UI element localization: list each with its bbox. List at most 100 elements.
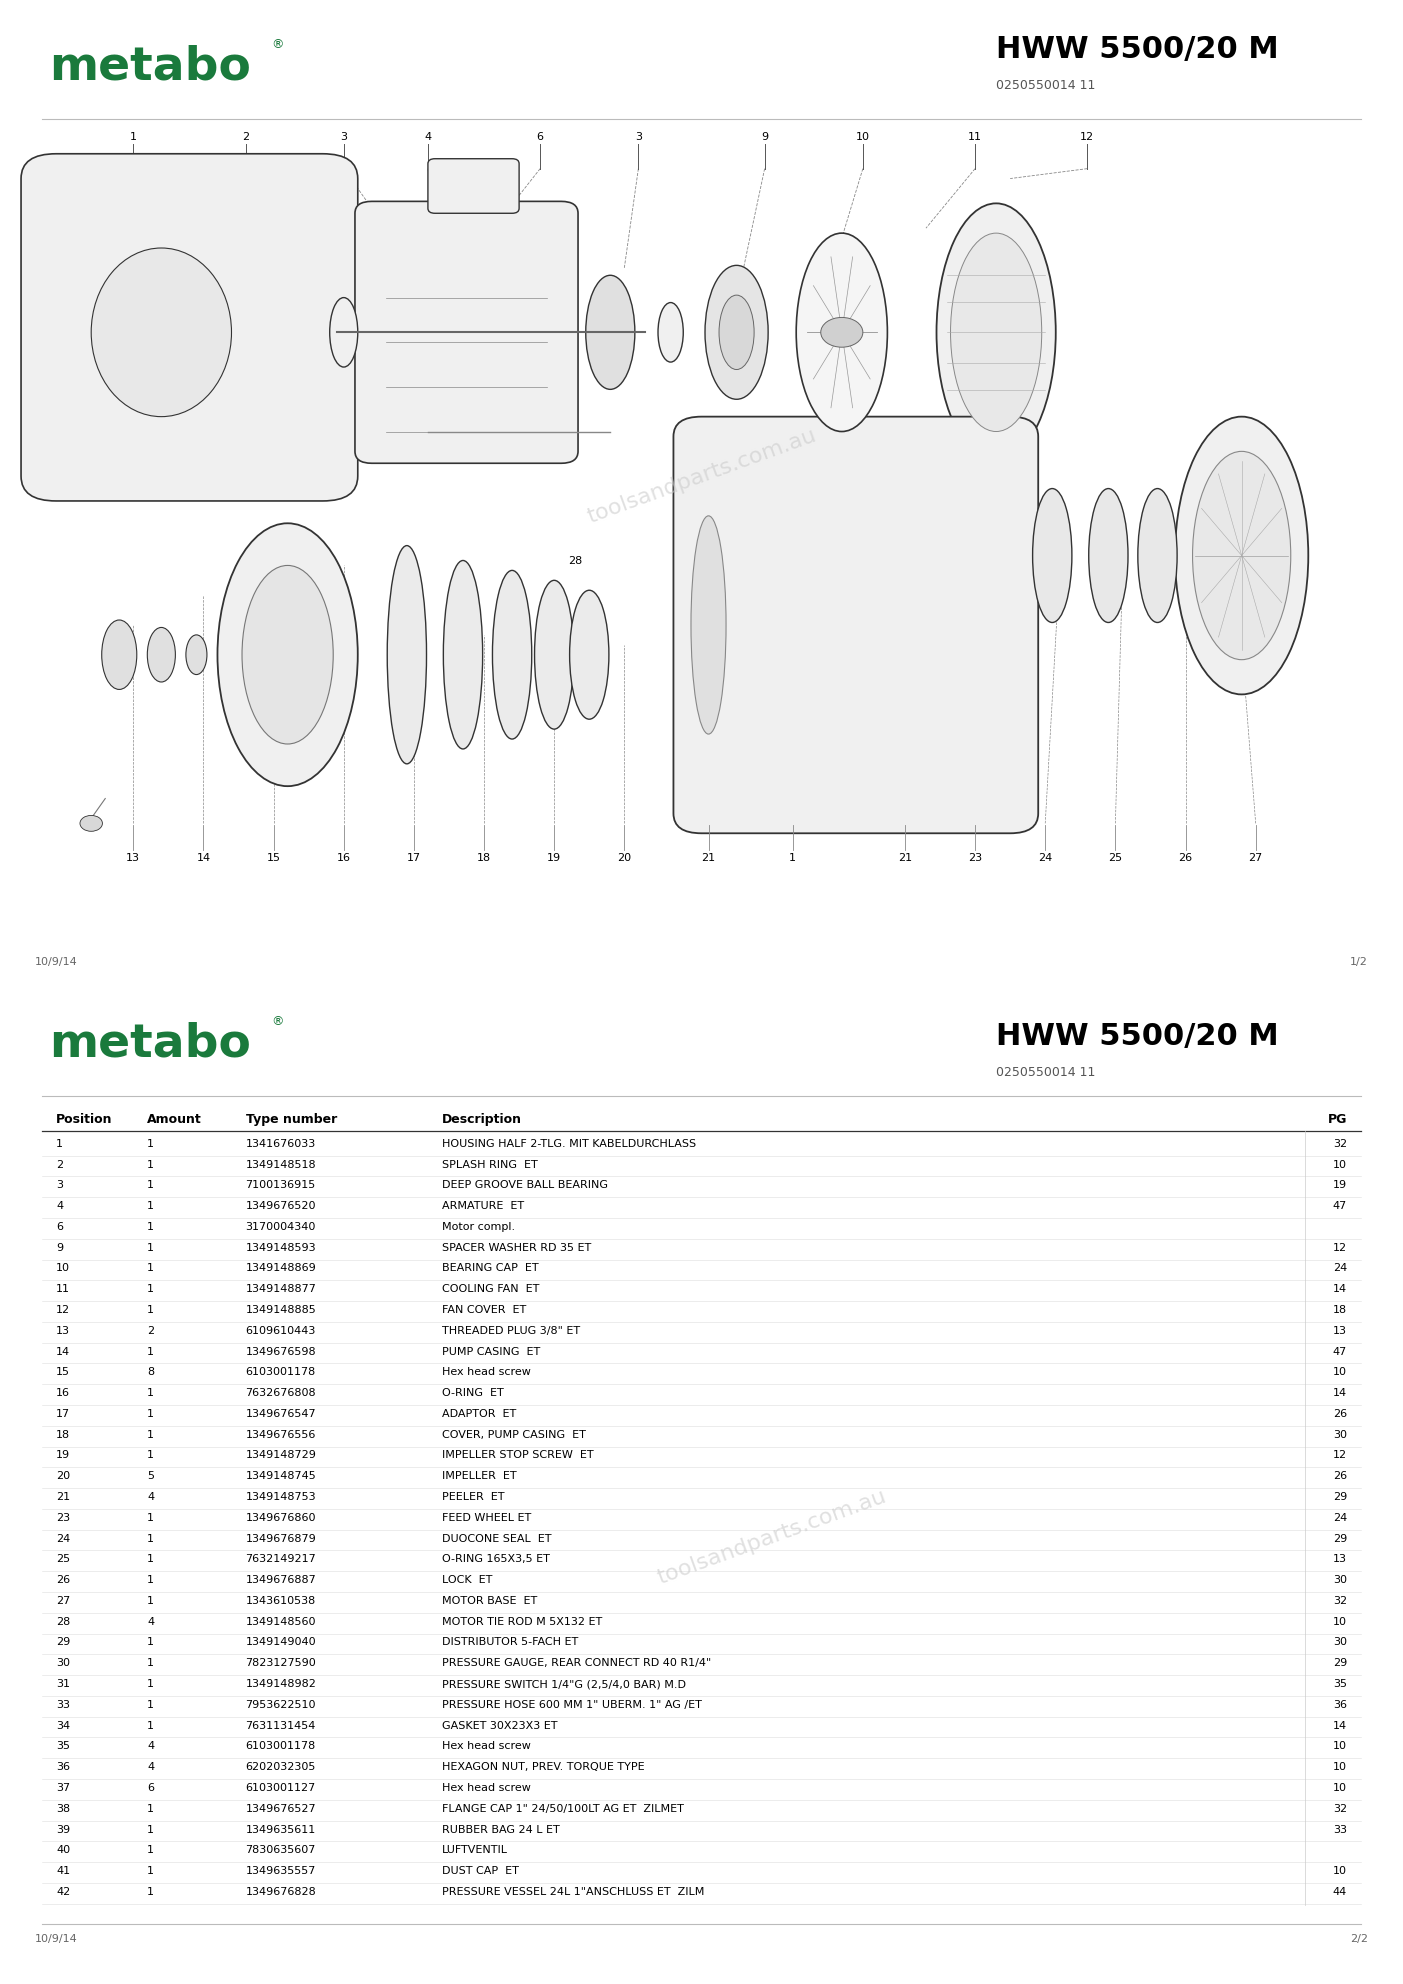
Text: 24: 24 xyxy=(1333,1264,1347,1274)
Text: O-RING  ET: O-RING ET xyxy=(442,1389,504,1399)
Text: COVER, PUMP CASING  ET: COVER, PUMP CASING ET xyxy=(442,1430,586,1440)
Text: 1: 1 xyxy=(147,1159,154,1171)
Text: 1: 1 xyxy=(147,1867,154,1877)
Text: 10: 10 xyxy=(1333,1367,1347,1377)
Text: 12: 12 xyxy=(1080,131,1094,143)
Text: 2: 2 xyxy=(241,131,250,143)
Text: 21: 21 xyxy=(702,853,716,863)
Text: 1: 1 xyxy=(147,1180,154,1190)
Text: 13: 13 xyxy=(56,1325,70,1335)
Text: 19: 19 xyxy=(547,853,561,863)
Text: 9: 9 xyxy=(56,1242,63,1252)
Text: 24: 24 xyxy=(1038,853,1052,863)
Text: 26: 26 xyxy=(1333,1409,1347,1419)
Text: 14: 14 xyxy=(196,853,210,863)
Text: 35: 35 xyxy=(1333,1678,1347,1688)
Ellipse shape xyxy=(535,579,574,730)
Text: 18: 18 xyxy=(477,853,491,863)
Text: DISTRIBUTOR 5-FACH ET: DISTRIBUTOR 5-FACH ET xyxy=(442,1637,578,1647)
Text: 17: 17 xyxy=(56,1409,70,1419)
Text: 3170004340: 3170004340 xyxy=(246,1222,316,1232)
Text: 17: 17 xyxy=(407,853,421,863)
Text: 1: 1 xyxy=(147,1409,154,1419)
Text: 1349148885: 1349148885 xyxy=(246,1305,316,1315)
Text: 1: 1 xyxy=(147,1430,154,1440)
Text: 19: 19 xyxy=(56,1450,70,1460)
Text: 1: 1 xyxy=(56,1139,63,1149)
Text: PRESSURE GAUGE, REAR CONNECT RD 40 R1/4": PRESSURE GAUGE, REAR CONNECT RD 40 R1/4" xyxy=(442,1659,711,1669)
Text: 1: 1 xyxy=(790,853,796,863)
Text: 7632676808: 7632676808 xyxy=(246,1389,316,1399)
Text: DEEP GROOVE BALL BEARING: DEEP GROOVE BALL BEARING xyxy=(442,1180,607,1190)
Text: 14: 14 xyxy=(1333,1720,1347,1730)
Text: 1341676033: 1341676033 xyxy=(246,1139,316,1149)
Text: 3: 3 xyxy=(56,1180,63,1190)
Text: 7830635607: 7830635607 xyxy=(246,1845,316,1855)
Text: 1: 1 xyxy=(147,1595,154,1605)
Text: 15: 15 xyxy=(56,1367,70,1377)
Text: LOCK  ET: LOCK ET xyxy=(442,1575,492,1585)
Text: Amount: Amount xyxy=(147,1113,202,1127)
Text: 29: 29 xyxy=(1333,1492,1347,1502)
Text: PUMP CASING  ET: PUMP CASING ET xyxy=(442,1347,540,1357)
Text: 2: 2 xyxy=(56,1159,63,1171)
Text: FLANGE CAP 1" 24/50/100LT AG ET  ZILMET: FLANGE CAP 1" 24/50/100LT AG ET ZILMET xyxy=(442,1803,683,1813)
Text: 1: 1 xyxy=(147,1575,154,1585)
Text: 4: 4 xyxy=(147,1617,154,1627)
Text: 11: 11 xyxy=(968,131,982,143)
Ellipse shape xyxy=(1138,488,1177,623)
Text: 1: 1 xyxy=(147,1139,154,1149)
Text: 1: 1 xyxy=(147,1242,154,1252)
Ellipse shape xyxy=(937,202,1055,462)
Text: 10: 10 xyxy=(56,1264,70,1274)
Text: 42: 42 xyxy=(56,1887,70,1897)
Text: DUST CAP  ET: DUST CAP ET xyxy=(442,1867,519,1877)
Text: 1349148877: 1349148877 xyxy=(246,1284,317,1294)
Text: COOLING FAN  ET: COOLING FAN ET xyxy=(442,1284,539,1294)
Text: 5: 5 xyxy=(147,1472,154,1482)
Text: 1349676527: 1349676527 xyxy=(246,1803,316,1813)
Text: 1349149040: 1349149040 xyxy=(246,1637,316,1647)
Text: 14: 14 xyxy=(1333,1389,1347,1399)
Text: 29: 29 xyxy=(1333,1534,1347,1544)
Text: 1: 1 xyxy=(147,1200,154,1210)
Text: 12: 12 xyxy=(1333,1450,1347,1460)
Text: 4: 4 xyxy=(147,1762,154,1772)
Text: 20: 20 xyxy=(617,853,631,863)
Text: GASKET 30X23X3 ET: GASKET 30X23X3 ET xyxy=(442,1720,557,1730)
Text: FEED WHEEL ET: FEED WHEEL ET xyxy=(442,1514,532,1524)
Text: 1: 1 xyxy=(147,1700,154,1710)
Text: 1349676520: 1349676520 xyxy=(246,1200,316,1210)
Text: 1: 1 xyxy=(130,131,136,143)
Text: 1349148869: 1349148869 xyxy=(246,1264,316,1274)
Text: 2/2: 2/2 xyxy=(1350,1934,1368,1944)
Text: 1: 1 xyxy=(147,1825,154,1835)
Text: O-RING 165X3,5 ET: O-RING 165X3,5 ET xyxy=(442,1553,550,1563)
Text: 26: 26 xyxy=(56,1575,70,1585)
Ellipse shape xyxy=(147,627,175,682)
Text: 44: 44 xyxy=(1333,1887,1347,1897)
Text: 10: 10 xyxy=(1333,1867,1347,1877)
Text: 10: 10 xyxy=(856,131,870,143)
Text: 29: 29 xyxy=(1333,1659,1347,1669)
Ellipse shape xyxy=(1033,488,1072,623)
Text: SPACER WASHER RD 35 ET: SPACER WASHER RD 35 ET xyxy=(442,1242,591,1252)
Text: 16: 16 xyxy=(56,1389,70,1399)
Text: 25: 25 xyxy=(56,1553,70,1563)
Text: MOTOR BASE  ET: MOTOR BASE ET xyxy=(442,1595,537,1605)
Ellipse shape xyxy=(387,546,427,764)
Text: 4: 4 xyxy=(147,1742,154,1752)
Text: 12: 12 xyxy=(56,1305,70,1315)
Text: 7953622510: 7953622510 xyxy=(246,1700,316,1710)
Text: 6: 6 xyxy=(147,1784,154,1794)
Text: metabo: metabo xyxy=(49,1022,251,1067)
Text: 30: 30 xyxy=(1333,1575,1347,1585)
Text: 39: 39 xyxy=(56,1825,70,1835)
Text: 1: 1 xyxy=(147,1720,154,1730)
FancyBboxPatch shape xyxy=(428,159,519,214)
Text: 31: 31 xyxy=(56,1678,70,1688)
Text: 13: 13 xyxy=(1333,1325,1347,1335)
Text: 33: 33 xyxy=(1333,1825,1347,1835)
Text: 1349148753: 1349148753 xyxy=(246,1492,316,1502)
Ellipse shape xyxy=(1193,450,1291,659)
